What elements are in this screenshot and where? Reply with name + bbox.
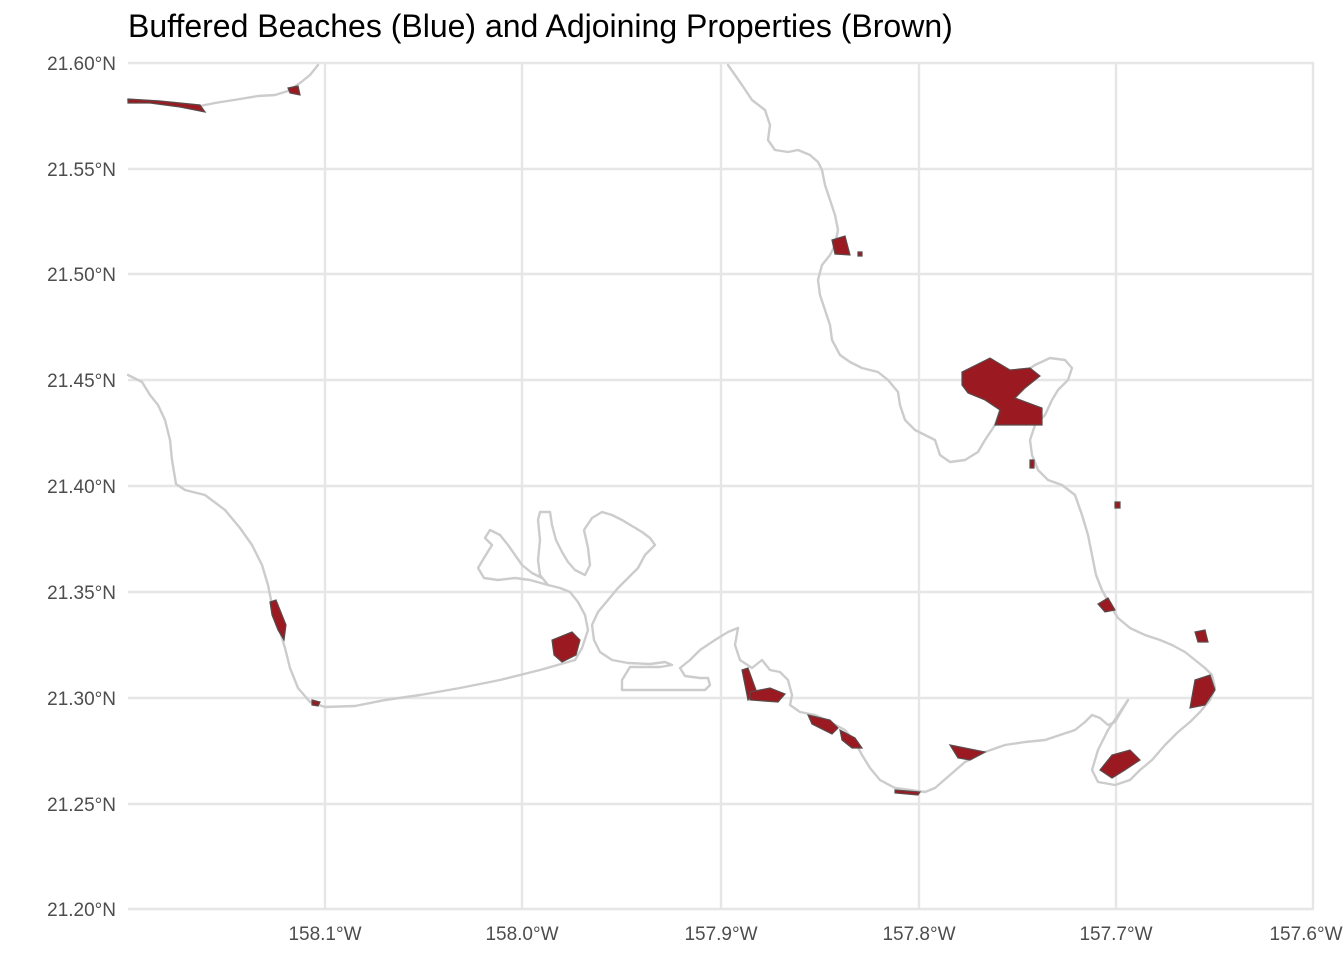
coastline-pearl-harbor-loch — [476, 528, 550, 587]
y-tick-label: 21.20°N — [47, 900, 116, 921]
coastline-northwest — [126, 63, 320, 108]
map-title: Buffered Beaches (Blue) and Adjoining Pr… — [128, 8, 953, 44]
y-axis: 21.60°N 21.55°N 21.50°N 21.45°N 21.40°N … — [47, 54, 116, 921]
property-parcel — [311, 699, 321, 707]
properties-layer — [127, 85, 1216, 796]
x-tick-label: 157.8°W — [882, 924, 955, 945]
property-parcel — [948, 744, 987, 761]
property-parcel — [806, 714, 839, 735]
property-parcel — [1099, 749, 1141, 779]
property-parcel — [1189, 674, 1216, 709]
x-tick-label: 157.9°W — [684, 924, 757, 945]
property-parcel — [894, 789, 922, 796]
property-parcel — [1114, 501, 1121, 509]
property-parcel — [749, 687, 787, 703]
property-parcel — [1029, 459, 1035, 469]
y-tick-label: 21.45°N — [47, 371, 116, 392]
y-tick-label: 21.25°N — [47, 795, 116, 816]
y-tick-label: 21.55°N — [47, 160, 116, 181]
property-parcel — [287, 85, 301, 96]
coastline-west — [126, 373, 577, 709]
property-parcel — [1194, 629, 1209, 643]
property-parcel — [1097, 597, 1116, 613]
coastline-south-shore — [733, 626, 1130, 794]
property-parcel — [857, 251, 863, 257]
x-axis: 158.1°W 158.0°W 157.9°W 157.8°W 157.7°W … — [288, 924, 1342, 945]
property-parcel — [961, 357, 1043, 426]
gridlines — [128, 61, 1315, 911]
property-parcel — [269, 599, 287, 642]
x-tick-label: 158.0°W — [485, 924, 558, 945]
coastline-pearl-harbor — [536, 510, 740, 692]
x-tick-label: 157.7°W — [1079, 924, 1152, 945]
property-parcel — [127, 98, 207, 113]
property-parcel — [831, 235, 851, 256]
property-parcel — [551, 631, 581, 663]
y-tick-label: 21.40°N — [47, 477, 116, 498]
y-tick-label: 21.35°N — [47, 583, 116, 604]
y-tick-label: 21.50°N — [47, 265, 116, 286]
coastline-southeast — [1028, 423, 1217, 787]
y-tick-label: 21.60°N — [47, 54, 116, 75]
x-tick-label: 157.6°W — [1269, 924, 1342, 945]
y-tick-label: 21.30°N — [47, 689, 116, 710]
property-parcel — [839, 728, 864, 749]
coastline-layer — [126, 63, 1217, 794]
x-tick-label: 158.1°W — [288, 924, 361, 945]
